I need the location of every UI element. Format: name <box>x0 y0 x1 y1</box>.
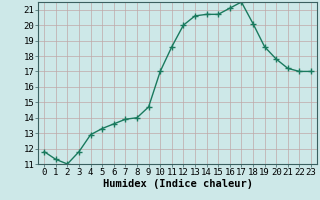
X-axis label: Humidex (Indice chaleur): Humidex (Indice chaleur) <box>103 179 252 189</box>
